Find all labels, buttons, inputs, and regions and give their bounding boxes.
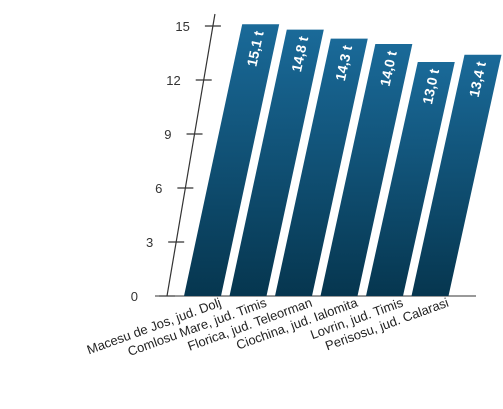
y-tick-label: 6 [155, 181, 162, 196]
bar [366, 62, 455, 296]
bar-data-label: 13,4 t [466, 60, 489, 99]
bar-data-label: 14,8 t [288, 35, 311, 74]
bar [320, 44, 413, 296]
bar [411, 54, 502, 296]
bar [229, 29, 324, 296]
y-tick-label: 9 [164, 127, 171, 142]
y-tick-label: 12 [166, 73, 180, 88]
bar-data-label: 15,1 t [244, 29, 267, 68]
bar [275, 38, 368, 296]
bar-data-label: 13,0 t [419, 67, 442, 106]
bars-group: 15,1 t 14,8 t 14,3 t 14,0 t 13,0 t 13,4 t [184, 24, 502, 296]
y-tick-label: 3 [146, 235, 153, 250]
bar-data-label: 14,0 t [377, 49, 400, 88]
bar-data-label: 14,3 t [332, 44, 355, 83]
bar [184, 24, 280, 296]
y-tick-label: 15 [175, 19, 189, 34]
y-tick-label: 0 [131, 289, 138, 304]
y-axis-line [166, 13, 216, 297]
